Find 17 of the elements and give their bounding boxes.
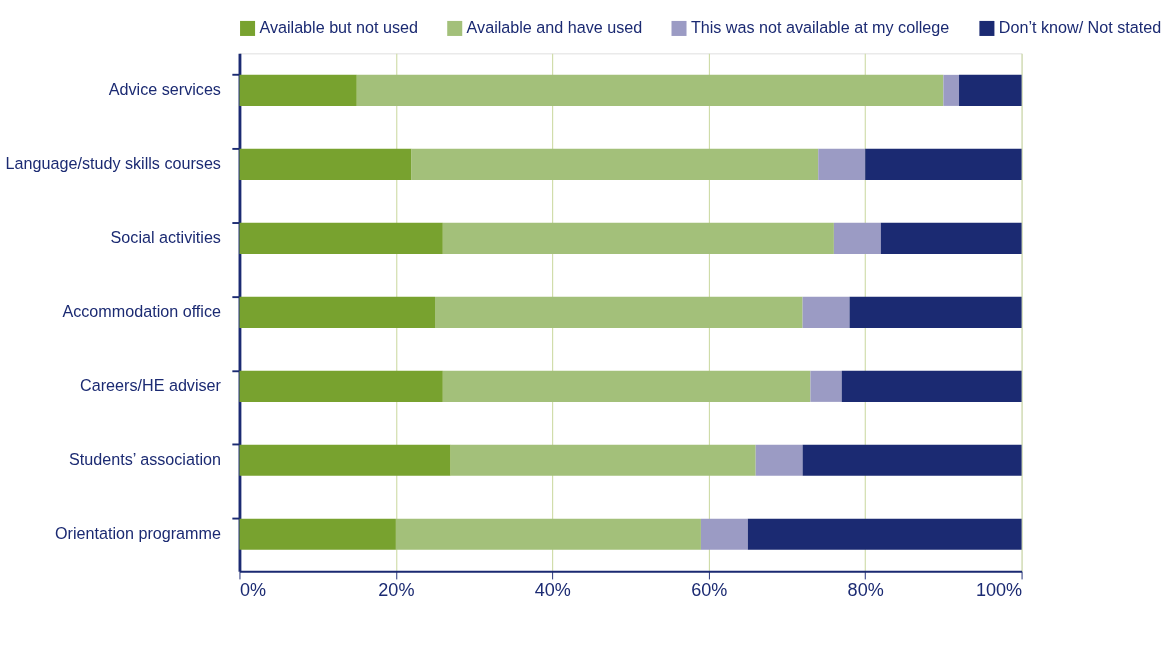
x-tick-label: 20% bbox=[378, 579, 415, 600]
y-tick-label: Orientation programme bbox=[54, 524, 221, 543]
y-tick-label: Social activities bbox=[110, 228, 221, 247]
y-tick-label: Students’ association bbox=[69, 450, 221, 469]
legend-label: Don’t know/ Not stated bbox=[998, 18, 1162, 37]
y-tick-label: Accommodation office bbox=[62, 302, 221, 321]
x-tick-label: 100% bbox=[975, 579, 1023, 600]
y-tick-label: Careers/HE adviser bbox=[80, 376, 222, 395]
x-tick-label: 40% bbox=[534, 579, 571, 600]
x-tick-label: 80% bbox=[847, 579, 884, 600]
legend-label: Available and have used bbox=[466, 18, 643, 37]
y-tick-label: Advice services bbox=[108, 80, 221, 99]
x-tick-label: 60% bbox=[691, 579, 728, 600]
x-tick-label: 0% bbox=[239, 579, 267, 600]
legend-label: Available but not used bbox=[259, 18, 418, 37]
y-tick-label: Language/study skills courses bbox=[5, 154, 221, 173]
legend-label: This was not available at my college bbox=[690, 18, 950, 37]
